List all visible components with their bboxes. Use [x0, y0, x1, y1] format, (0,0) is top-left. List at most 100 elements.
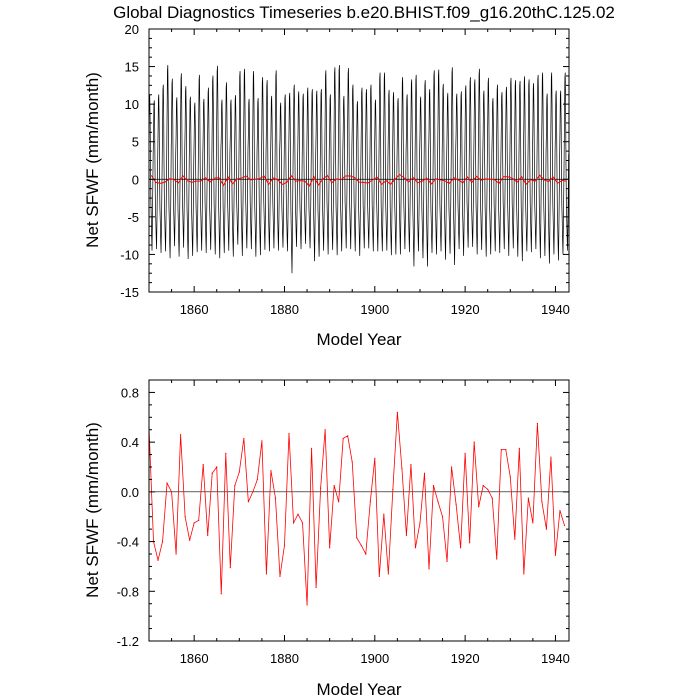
- bottom-data-point: [184, 516, 186, 518]
- bottom-y-axis-label: Net SFWF (mm/month): [83, 422, 102, 598]
- bottom-data-point: [460, 547, 462, 549]
- bottom-data-point: [518, 447, 520, 449]
- top-x-ticks: 1860 1880 1900 1920 1940: [148, 29, 570, 317]
- top-y-tick-label: -10: [120, 247, 139, 262]
- bottom-data-point: [505, 449, 507, 451]
- bottom-data-point: [554, 554, 557, 556]
- bottom-data-point: [545, 528, 548, 530]
- bottom-data-point: [351, 461, 353, 463]
- bottom-data-point: [247, 501, 249, 503]
- bottom-data-point: [324, 429, 326, 431]
- bottom-data-point: [342, 437, 344, 440]
- bottom-data-point: [482, 485, 484, 487]
- bottom-data-point: [455, 503, 457, 505]
- top-y-tick-label: 20: [125, 22, 139, 37]
- bottom-data-point: [347, 435, 349, 437]
- bottom-data-point: [383, 513, 385, 515]
- bottom-y-tick-label: -0.8: [117, 584, 139, 599]
- bottom-y-tick-label: -1.2: [117, 634, 139, 649]
- bottom-data-point: [365, 553, 367, 555]
- top-x-tick-label: 1900: [360, 302, 389, 317]
- top-annual-mean-line: [150, 173, 567, 188]
- bottom-data-point: [356, 537, 358, 539]
- bottom-data-point: [301, 522, 304, 524]
- bottom-data-point: [491, 497, 493, 499]
- bottom-data-point: [252, 491, 254, 493]
- bottom-data-point: [288, 432, 290, 435]
- bottom-x-axis-label: Model Year: [316, 680, 401, 699]
- bottom-x-tick-label: 1920: [451, 651, 480, 666]
- bottom-data-point: [157, 559, 159, 561]
- bottom-data-point: [220, 593, 222, 595]
- bottom-data-point: [274, 497, 277, 499]
- bottom-data-point: [329, 547, 331, 549]
- bottom-data-point: [360, 544, 362, 546]
- top-y-tick-label: -5: [127, 210, 139, 225]
- bottom-x-tick-label: 1860: [180, 651, 209, 666]
- bottom-x-tick-label: 1900: [360, 651, 389, 666]
- bottom-data-point: [437, 501, 439, 503]
- bottom-data-point: [180, 434, 182, 436]
- bottom-data-point: [261, 440, 263, 442]
- bottom-data-point: [432, 485, 435, 487]
- bottom-x-tick-label: 1940: [541, 651, 570, 666]
- bottom-data-point: [306, 604, 308, 606]
- bottom-data-point: [428, 568, 430, 570]
- top-x-tick-label: 1860: [180, 302, 209, 317]
- bottom-data-point: [563, 524, 566, 527]
- bottom-annual-mean-line: [148, 412, 565, 605]
- monthly-series-line: [148, 65, 569, 274]
- bottom-data-point: [234, 485, 236, 487]
- bottom-data-point: [374, 457, 376, 459]
- bottom-data-point: [405, 534, 408, 536]
- bottom-data-point: [170, 491, 173, 493]
- bottom-data-point: [396, 411, 398, 413]
- bottom-data-point: [283, 544, 286, 546]
- top-y-tick-label: 15: [125, 60, 139, 75]
- chart-title: Global Diagnostics Timeseries b.e20.BHIS…: [113, 3, 615, 22]
- bottom-data-point: [315, 586, 317, 589]
- top-y-tick-label: 5: [132, 135, 139, 150]
- bottom-data-point: [500, 449, 502, 451]
- bottom-data-point: [469, 542, 471, 544]
- bottom-data-point: [541, 501, 543, 503]
- bottom-y-tick-label: 0.8: [121, 385, 139, 400]
- bottom-data-point: [532, 522, 534, 524]
- bottom-y-tick-label: 0.4: [121, 435, 139, 450]
- bottom-data-point: [392, 488, 394, 490]
- bottom-data-point: [292, 522, 295, 524]
- bottom-data-point: [509, 476, 511, 478]
- top-y-tick-label: -15: [120, 285, 139, 300]
- top-x-tick-label: 1880: [270, 302, 299, 317]
- bottom-data-point: [450, 466, 453, 468]
- bottom-data-point: [410, 463, 412, 466]
- bottom-data-point: [333, 485, 335, 487]
- bottom-data-point: [419, 522, 421, 524]
- bottom-y-tick-label: -0.4: [117, 535, 139, 550]
- bottom-x-ticks: 1860 1880 1900 1920 1940: [148, 380, 570, 666]
- bottom-data-point: [473, 441, 475, 443]
- bottom-data-point: [514, 538, 516, 540]
- bottom-data-point: [225, 452, 227, 454]
- bottom-plot-lines: [148, 411, 569, 606]
- bottom-data-point: [414, 547, 417, 549]
- top-y-axis-label: Net SFWF (mm/month): [83, 72, 102, 248]
- bottom-y-tick-label: 0.0: [121, 485, 139, 500]
- bottom-data-point: [536, 422, 538, 425]
- bottom-data-point: [559, 509, 561, 512]
- bottom-data-point: [238, 471, 240, 473]
- bottom-data-point: [496, 558, 498, 560]
- bottom-data-point: [211, 472, 213, 474]
- bottom-data-point: [202, 463, 204, 466]
- bottom-data-point: [487, 488, 489, 490]
- bottom-data-point: [527, 497, 529, 499]
- bottom-chart: 1860 1880 1900 1920 1940 -1.2 -0.8 -0.4 0.0 0.4 0…: [83, 379, 570, 699]
- top-x-tick-label: 1940: [541, 302, 570, 317]
- bottom-data-point: [265, 573, 268, 575]
- bottom-data-point: [256, 478, 258, 481]
- bottom-data-point: [166, 482, 168, 484]
- top-chart: Global Diagnostics Timeseries b.e20.BHIS…: [83, 3, 615, 349]
- bottom-data-point: [161, 540, 164, 543]
- bottom-data-point: [198, 519, 200, 522]
